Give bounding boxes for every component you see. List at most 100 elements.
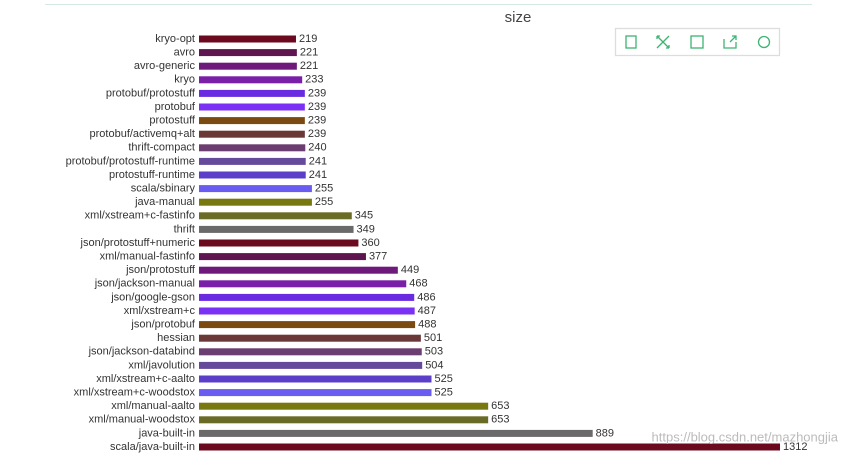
bar xyxy=(199,212,352,220)
bar xyxy=(199,321,416,329)
y-tick-label: thrift-compact xyxy=(128,142,195,154)
bar xyxy=(199,89,305,97)
value-label: 488 xyxy=(418,319,436,331)
value-label: 525 xyxy=(434,387,452,399)
y-tick-label: hessian xyxy=(157,332,195,344)
value-label: 240 xyxy=(308,142,326,154)
y-tick-label: json/jackson-databind xyxy=(88,346,195,358)
value-label: 239 xyxy=(308,101,326,113)
value-label: 221 xyxy=(300,47,318,59)
value-label: 221 xyxy=(300,60,318,72)
value-label: 504 xyxy=(425,359,443,371)
value-label: 255 xyxy=(315,183,333,195)
value-label: 525 xyxy=(434,373,452,385)
y-tick-label: xml/xstream+c xyxy=(124,305,196,317)
bar xyxy=(199,239,359,247)
y-tick-label: xml/xstream+c-aalto xyxy=(96,373,195,385)
y-tick-label: xml/manual-aalto xyxy=(111,400,195,412)
toolbox-frame xyxy=(614,27,781,57)
value-label: 468 xyxy=(409,278,427,290)
bar xyxy=(199,361,423,369)
tool-save[interactable] xyxy=(690,35,704,49)
tool-settings[interactable] xyxy=(757,35,771,49)
bar xyxy=(199,144,306,152)
bar xyxy=(199,62,297,70)
y-tick-label: kryo-opt xyxy=(155,33,195,45)
tool-share[interactable] xyxy=(723,35,737,49)
bar xyxy=(199,375,432,383)
bar xyxy=(199,334,421,342)
watermark: https://blog.csdn.net/mazhongjia xyxy=(652,429,839,444)
bar xyxy=(199,429,593,437)
value-label: 503 xyxy=(425,346,443,358)
value-label: 653 xyxy=(491,414,509,426)
bar xyxy=(199,266,398,274)
y-tick-label: xml/javolution xyxy=(128,359,195,371)
value-label: 241 xyxy=(309,155,327,167)
bar xyxy=(199,416,489,424)
y-tick-label: xml/manual-woodstox xyxy=(89,414,196,426)
y-tick-label: xml/xstream+c-woodstox xyxy=(74,387,196,399)
value-label: 239 xyxy=(308,87,326,99)
toolbox xyxy=(614,27,781,57)
value-label: 449 xyxy=(401,264,419,276)
bar xyxy=(199,293,415,301)
y-tick-label: java-manual xyxy=(134,196,195,208)
y-tick-label: scala/java-built-in xyxy=(110,441,195,453)
bar xyxy=(199,117,305,125)
value-label: 1312 xyxy=(783,441,807,453)
bar xyxy=(199,130,305,138)
y-tick-label: kryo xyxy=(174,74,195,86)
value-label: 360 xyxy=(361,237,379,249)
value-label: 239 xyxy=(308,115,326,127)
tool-zoom[interactable] xyxy=(656,35,670,49)
y-tick-label: scala/sbinary xyxy=(131,183,196,195)
bar xyxy=(199,185,312,193)
tool-dataview[interactable] xyxy=(625,35,637,49)
bar xyxy=(199,402,489,410)
y-tick-label: xml/xstream+c-fastinfo xyxy=(85,210,195,222)
y-tick-label: avro xyxy=(174,47,195,59)
y-tick-label: json/protobuf xyxy=(130,319,196,331)
value-label: 241 xyxy=(309,169,327,181)
bar xyxy=(199,76,303,84)
bar xyxy=(199,348,422,356)
bar xyxy=(199,35,296,43)
y-tick-label: protostuff xyxy=(149,115,196,127)
chart-title: size xyxy=(505,9,532,26)
value-label: 501 xyxy=(424,332,442,344)
value-label: 377 xyxy=(369,251,387,263)
value-label: 219 xyxy=(299,33,317,45)
y-tick-label: protostuff-runtime xyxy=(109,169,195,181)
y-tick-label: java-built-in xyxy=(138,427,195,439)
value-label: 486 xyxy=(417,291,435,303)
bar xyxy=(199,198,312,206)
y-tick-label: protobuf xyxy=(155,101,196,113)
bar xyxy=(199,443,780,451)
bar xyxy=(199,225,354,233)
value-label: 653 xyxy=(491,400,509,412)
bar xyxy=(199,171,306,179)
value-label: 889 xyxy=(596,427,614,439)
value-label: 233 xyxy=(305,74,323,86)
bar xyxy=(199,280,407,288)
bar xyxy=(199,389,432,397)
bar xyxy=(199,307,415,315)
y-tick-label: avro-generic xyxy=(134,60,196,72)
value-label: 345 xyxy=(355,210,373,222)
value-label: 239 xyxy=(308,128,326,140)
y-tick-label: protobuf/protostuff xyxy=(106,87,196,99)
y-tick-label: thrift xyxy=(174,223,195,235)
value-label: 349 xyxy=(357,223,375,235)
bar xyxy=(199,157,306,165)
y-tick-label: xml/manual-fastinfo xyxy=(100,251,195,263)
y-tick-label: json/google-gson xyxy=(110,291,195,303)
y-tick-label: json/protostuff+numeric xyxy=(80,237,196,249)
bar xyxy=(199,103,305,111)
y-tick-label: protobuf/activemq+alt xyxy=(90,128,195,140)
bar xyxy=(199,253,366,261)
value-label: 255 xyxy=(315,196,333,208)
y-tick-label: protobuf/protostuff-runtime xyxy=(66,155,195,167)
bar xyxy=(199,49,297,57)
